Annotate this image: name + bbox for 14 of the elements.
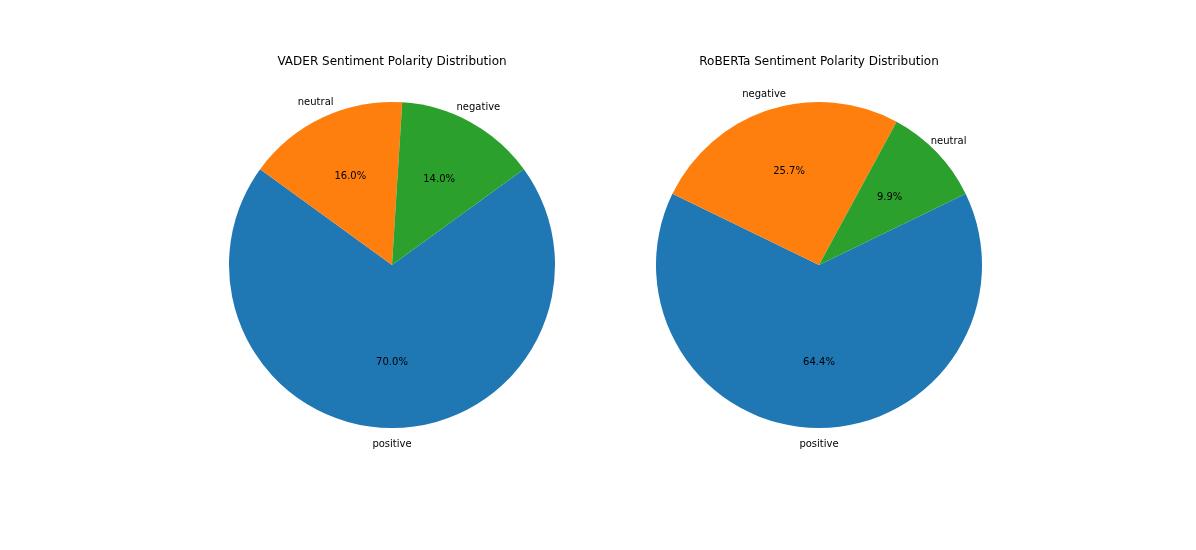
slice-label: neutral xyxy=(930,134,967,146)
slice-label: negative xyxy=(456,101,501,113)
data-label: 14.0% xyxy=(423,172,456,184)
data-label: 70.0% xyxy=(376,356,408,368)
data-label: 16.0% xyxy=(334,170,367,182)
chart-title: VADER Sentiment Polarity Distribution xyxy=(277,54,507,69)
data-label: 64.4% xyxy=(803,356,835,368)
slice-label: neutral xyxy=(297,96,334,108)
data-label: 25.7% xyxy=(773,165,805,177)
slice-label: positive xyxy=(799,437,839,449)
chart-title: RoBERTa Sentiment Polarity Distribution xyxy=(699,54,939,69)
slice-label: negative xyxy=(742,87,786,99)
slice-label: positive xyxy=(372,437,412,449)
data-label: 9.9% xyxy=(876,190,903,202)
